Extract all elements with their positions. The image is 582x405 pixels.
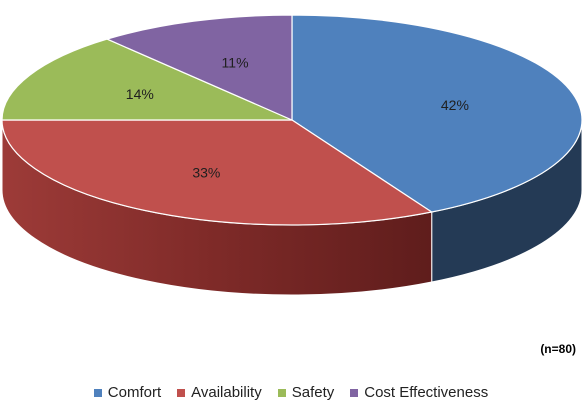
legend-label: Cost Effectiveness	[364, 384, 489, 401]
slice-availability	[1, 119, 434, 226]
legend-label: Safety	[291, 384, 335, 401]
legend-swatch	[93, 388, 102, 397]
pie-slices	[1, 14, 582, 226]
legend-swatch	[350, 388, 359, 397]
data-label-availability: 33%	[192, 164, 220, 180]
sample-size-note: (n=80)	[540, 342, 576, 356]
legend-swatch	[277, 388, 286, 397]
legend-item-availability: Availability	[177, 384, 262, 401]
pie-chart: 42% 33% 14% 11%	[1, 14, 582, 296]
slice-safety	[1, 38, 293, 121]
legend-label: Availability	[191, 384, 262, 401]
legend-item-cost-effectiveness: Cost Effectiveness	[350, 384, 488, 401]
legend-item-safety: Safety	[277, 384, 335, 401]
legend: Comfort Availability Safety Cost Effectiven…	[0, 384, 582, 401]
data-label-safety: 14%	[126, 86, 154, 102]
data-label-cost-effectiveness: 11%	[222, 55, 249, 71]
slice-comfort	[291, 14, 582, 213]
legend-label: Comfort	[107, 384, 162, 401]
slice-cost-effectiveness	[105, 14, 293, 121]
data-label-comfort: 42%	[441, 97, 469, 113]
legend-swatch	[177, 388, 186, 397]
legend-item-comfort: Comfort	[93, 384, 162, 401]
slice-labels: 42% 33% 14% 11%	[126, 55, 469, 181]
